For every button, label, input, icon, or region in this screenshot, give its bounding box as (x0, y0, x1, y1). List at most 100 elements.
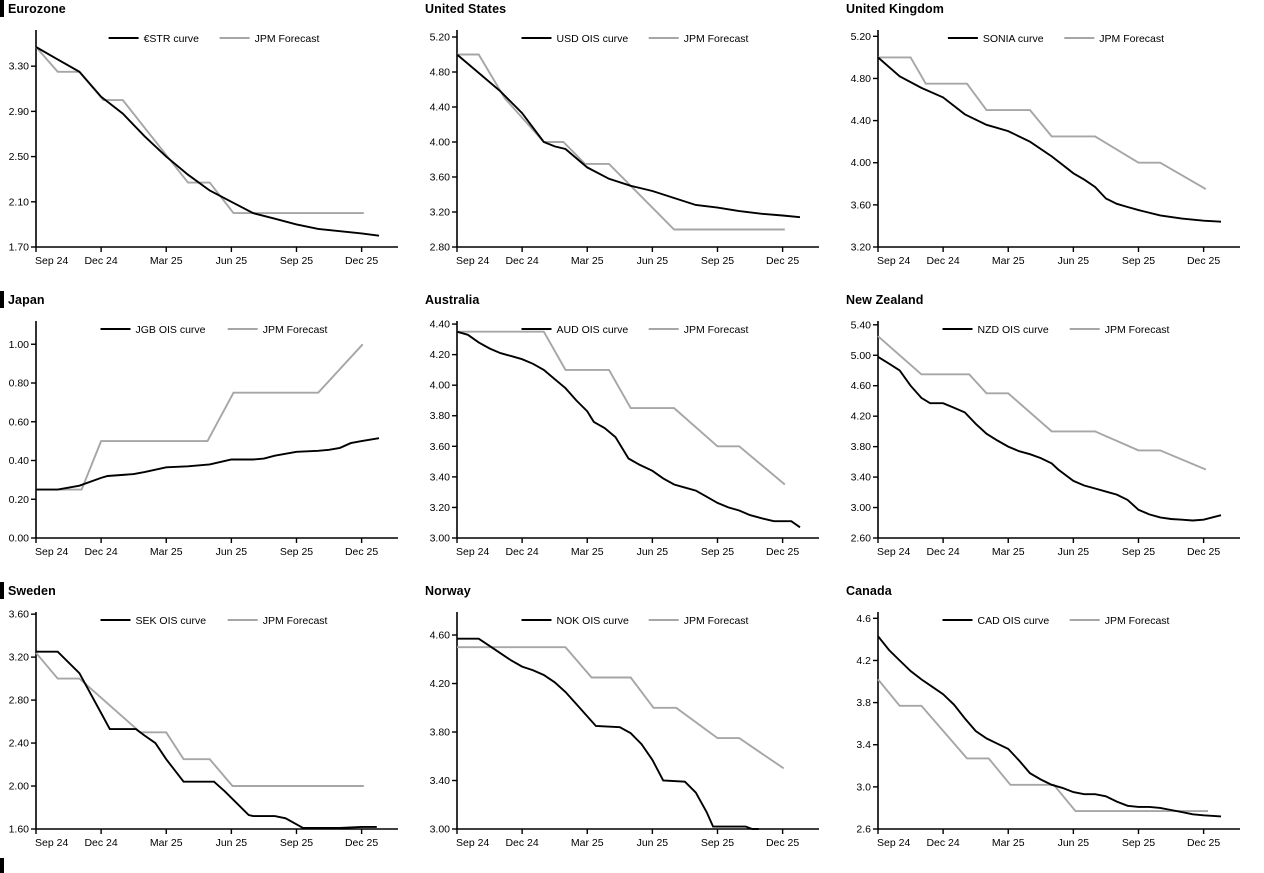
legend-jpm-forecast-label: JPM Forecast (684, 324, 749, 336)
chart-cell-norway: Norway 3.00 3.40 3.80 4.20 4.60 Sep 24 Dec 24 Ma… (421, 582, 842, 873)
x-tick-label: Sep 25 (701, 255, 734, 267)
jpm-forecast-line (457, 330, 786, 486)
chart-title-row: Sweden (0, 582, 421, 604)
y-tick-label: 0.80 (9, 378, 30, 390)
x-tick-label: Sep 24 (456, 255, 489, 267)
jpm-forecast-line (36, 343, 364, 491)
jpm-forecast-line (878, 56, 1207, 190)
x-tick-label: Jun 25 (216, 546, 248, 558)
y-tick-label: 0.40 (9, 455, 30, 467)
chart-title: Japan (8, 293, 45, 307)
chart-title: Norway (425, 584, 471, 598)
x-tick-label: Dec 25 (766, 546, 799, 558)
x-tick-label: Mar 25 (571, 255, 604, 267)
legend-str-curve-label: €STR curve (144, 33, 200, 45)
x-tick-label: Jun 25 (1058, 837, 1090, 849)
y-tick-label: 3.60 (9, 609, 30, 621)
x-tick-label: Sep 24 (35, 546, 68, 558)
sek-ois-curve-line (36, 650, 377, 829)
y-tick-label: 3.4 (856, 739, 871, 751)
legend-nzd-ois-curve-label: NZD OIS curve (978, 324, 1049, 336)
y-tick-label: 4.40 (851, 115, 872, 127)
x-tick-label: Jun 25 (216, 837, 248, 849)
y-tick-label: 5.20 (430, 32, 451, 44)
x-tick-label: Dec 24 (505, 546, 538, 558)
chart-title-row: New Zealand (842, 291, 1264, 313)
y-tick-label: 3.60 (430, 441, 451, 453)
chart-title: Eurozone (8, 2, 66, 16)
y-tick-label: 2.10 (9, 196, 30, 208)
legend-jpm-forecast-label: JPM Forecast (263, 324, 328, 336)
x-tick-label: Dec 25 (1187, 546, 1220, 558)
y-tick-label: 1.60 (9, 824, 30, 836)
x-tick-label: Jun 25 (1058, 546, 1090, 558)
y-tick-label: 0.20 (9, 494, 30, 506)
str-curve-line (35, 46, 380, 237)
y-tick-label: 3.60 (430, 172, 451, 184)
chart-cell-new-zealand: New Zealand 2.60 3.00 3.40 3.80 4.20 4.60 5.00 5… (842, 291, 1264, 582)
title-section-bar (0, 0, 4, 17)
y-tick-label: 3.80 (430, 410, 451, 422)
y-tick-label: 3.00 (430, 824, 451, 836)
y-tick-label: 4.40 (430, 102, 451, 114)
x-tick-label: Sep 25 (701, 546, 734, 558)
x-tick-label: Dec 24 (926, 546, 959, 558)
legend-jpm-forecast-label: JPM Forecast (1099, 33, 1164, 45)
x-tick-label: Sep 24 (877, 255, 910, 267)
chart-title-row: Canada (842, 582, 1264, 604)
jpm-forecast-line (35, 652, 364, 787)
y-tick-label: 4.2 (856, 655, 871, 667)
x-tick-label: Sep 24 (35, 255, 68, 267)
legend-sek-ois-curve-label: SEK OIS curve (136, 615, 207, 627)
y-tick-label: 3.20 (430, 502, 451, 514)
x-tick-label: Sep 24 (877, 546, 910, 558)
y-tick-label: 4.20 (430, 349, 451, 361)
y-tick-label: 4.20 (851, 411, 872, 423)
x-tick-label: Mar 25 (571, 837, 604, 849)
legend-jpm-forecast-label: JPM Forecast (255, 33, 320, 45)
y-tick-label: 2.80 (430, 242, 451, 254)
x-tick-label: Dec 24 (84, 546, 117, 558)
x-tick-label: Sep 25 (1122, 255, 1155, 267)
usd-ois-curve-line (456, 53, 801, 219)
y-tick-label: 2.40 (9, 738, 30, 750)
x-tick-label: Sep 24 (35, 837, 68, 849)
x-tick-label: Dec 25 (345, 546, 378, 558)
chart-title: New Zealand (846, 293, 924, 307)
x-tick-label: Dec 24 (926, 255, 959, 267)
y-tick-label: 3.0 (856, 781, 871, 793)
y-tick-label: 0.00 (9, 533, 30, 545)
chart-svg-canada: 2.6 3.0 3.4 3.8 4.2 4.6 Sep 24 Dec 24 Mar 25 Jun … (856, 612, 1240, 849)
y-tick-label: 3.30 (9, 61, 30, 73)
title-section-bar (0, 291, 4, 308)
x-tick-label: Dec 24 (505, 255, 538, 267)
chart-svg-united-kingdom: 3.20 3.60 4.00 4.40 4.80 5.20 Sep 24 Dec 24 Mar … (851, 30, 1240, 267)
legend-nok-ois-curve-label: NOK OIS curve (557, 615, 630, 627)
sonia-curve-line (877, 56, 1222, 223)
chart-title-row: Japan (0, 291, 421, 313)
y-tick-label: 2.90 (9, 106, 30, 118)
chart-cell-united-states: United States 2.80 3.20 3.60 4.00 4.40 4.80 5.2… (421, 0, 842, 291)
y-tick-label: 5.00 (851, 350, 872, 362)
chart-svg-eurozone: 1.70 2.10 2.50 2.90 3.30 Sep 24 Dec 24 Mar 25 Ju… (9, 30, 398, 267)
y-tick-label: 2.80 (9, 695, 30, 707)
y-tick-label: 1.00 (9, 339, 30, 351)
chart-title-row: United States (421, 0, 842, 22)
jpm-forecast-line (457, 646, 785, 770)
chart-cell-eurozone: Eurozone 1.70 2.10 2.50 2.90 3.30 Sep 24 Dec 24… (0, 0, 421, 291)
x-tick-label: Sep 24 (456, 546, 489, 558)
y-tick-label: 5.20 (851, 31, 872, 43)
chart-cell-sweden: Sweden 1.60 2.00 2.40 2.80 3.20 3.60 Sep 24 Dec … (0, 582, 421, 873)
chart-svg-norway: 3.00 3.40 3.80 4.20 4.60 Sep 24 Dec 24 Mar 25 Ju… (430, 612, 819, 849)
legend-jpm-forecast-label: JPM Forecast (684, 615, 749, 627)
x-tick-label: Sep 25 (280, 546, 313, 558)
jpm-forecast-line (457, 53, 785, 231)
legend-jpm-forecast-label: JPM Forecast (263, 615, 328, 627)
y-tick-label: 3.40 (430, 775, 451, 787)
chart-title-row: Norway (421, 582, 842, 604)
y-tick-label: 4.80 (851, 73, 872, 85)
x-tick-label: Sep 25 (1122, 837, 1155, 849)
y-tick-label: 4.20 (430, 678, 451, 690)
cad-ois-curve-line (877, 635, 1222, 818)
